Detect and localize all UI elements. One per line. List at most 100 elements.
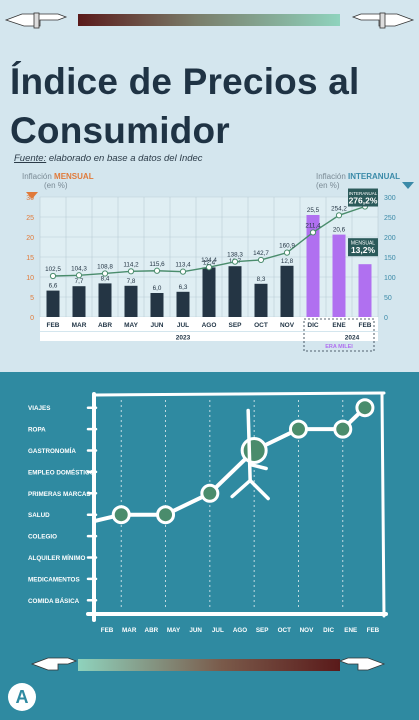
x-month-label: ABR [145,627,159,634]
bar-value-label: 8,3 [257,276,266,283]
category-point [156,505,176,525]
brand-logo: A [8,683,36,711]
source-note: Fuente: elaborado en base a datos del In… [14,153,203,164]
x-month-label: OCT [278,627,291,634]
right-tick-label: 50 [384,295,392,302]
callout-interanual-label: INTERANUAL [349,191,378,196]
interanual-point [231,258,239,265]
x-month-label: FEB [101,627,114,634]
year-label: 2024 [345,335,360,342]
stick-figure-arm [248,462,268,471]
y-category-label: EMPLEO DOMÉSTICO [28,467,95,476]
interanual-point [335,212,343,219]
category-point [288,419,308,439]
bar-value-label: 6,3 [179,284,188,291]
y-category-label: PRIMERAS MARCAS [28,491,91,498]
left-tick-label: 15 [26,255,34,262]
left-tick-label: 30 [26,195,34,202]
bar [228,266,242,317]
category-point [111,505,131,525]
top-frame-line [94,391,386,397]
bar-value-label: 25,5 [307,207,320,214]
x-month-label: ENE [344,627,357,634]
left-axis-title-unit: (en %) [44,181,68,190]
era-bracket [303,318,375,352]
bar [306,215,320,317]
bar [280,265,294,317]
bar-value-label: 20,6 [333,227,346,234]
bar-value-label: 12,8 [281,258,294,265]
left-tick-label: 10 [26,275,34,282]
bottom-panel: COMIDA BÁSICA MEDICAMENTOS ALQUILER MÍNIMO… [0,372,419,720]
bar-value-label: 7,7 [75,278,84,285]
interanual-value-label: 142,7 [253,250,269,257]
left-tick-label: 20 [26,235,34,242]
bar [46,290,60,317]
year-row [40,332,378,341]
bar-value-label: 8,4 [101,275,110,282]
stick-figure-body [246,408,252,483]
category-label: AGO [202,322,217,329]
stick-figure-icon [230,408,270,501]
left-tick-label: 0 [30,315,34,322]
callout-mensual-box [348,238,378,257]
category-label: NOV [280,322,295,329]
pointing-hand-right-icon [351,12,415,29]
source-text: elaborado en base a datos del Indec [46,153,203,164]
bar [176,291,190,317]
interanual-point [257,256,265,264]
pointing-hand-footer-left-icon [30,657,78,671]
interanual-value-label: 102,5 [45,266,61,273]
right-axis-title: Inflación INTERANUAL (en %) [316,172,400,190]
interanual-point [127,268,135,275]
x-month-label: NOV [300,627,314,634]
right-tick-label: 250 [384,215,396,222]
stick-figure-leg-left [230,478,252,499]
interanual-point [179,268,187,275]
category-label: ENE [332,322,346,329]
category-label: JUL [177,322,189,329]
bar-value-label: 12,4 [203,259,216,266]
x-month-label: SEP [256,627,269,634]
top-panel: Índice de Precios al Consumidor Fuente: … [0,0,419,372]
left-tick-label: 5 [30,295,34,302]
y-category-label: ALQUILER MÍNIMO [28,553,85,562]
right-frame-line [380,392,386,618]
interanual-value-label: 115,6 [149,261,165,268]
category-label: MAR [72,322,87,329]
stick-figure-leg-right [248,478,270,501]
y-category-label: MEDICAMENTOS [28,576,80,583]
interanual-point [205,264,213,271]
bar-value-label: 7,8 [127,278,136,285]
bar-value-label: 6,6 [49,283,58,290]
category-point [355,398,375,418]
callout-mensual-label: MENSUAL [351,241,375,247]
interanual-value-label: 124,4 [201,257,217,264]
x-month-label: FEB [367,627,380,634]
right-tick-label: 0 [384,315,388,322]
interanual-point [101,270,109,277]
category-chart: COMIDA BÁSICA MEDICAMENTOS ALQUILER MÍNIMO… [28,391,388,671]
bar-value-label: 6,0 [153,285,162,292]
left-tick-label: 25 [26,215,34,222]
source-label: Fuente: [14,153,47,164]
x-month-label: JUN [189,627,202,634]
right-axis-arrow-icon [402,182,414,189]
category-point [240,437,268,464]
interanual-value-label: 113,4 [175,262,191,269]
year-label: 2023 [176,335,191,342]
category-label: DIC [307,322,319,329]
page-title-line-2: Consumidor [10,110,230,151]
right-tick-label: 150 [384,255,396,262]
y-category-label: GASTRONOMÍA [28,446,76,455]
right-axis-title-strong: INTERANUAL [348,172,401,181]
bar [150,293,164,317]
header-deco [4,12,415,29]
bar [202,267,216,317]
category-point [333,419,353,439]
interanual-value-label: 108,8 [97,263,113,270]
category-label: MAY [124,322,139,329]
category-label: ABR [98,322,112,329]
category-row [40,317,378,331]
